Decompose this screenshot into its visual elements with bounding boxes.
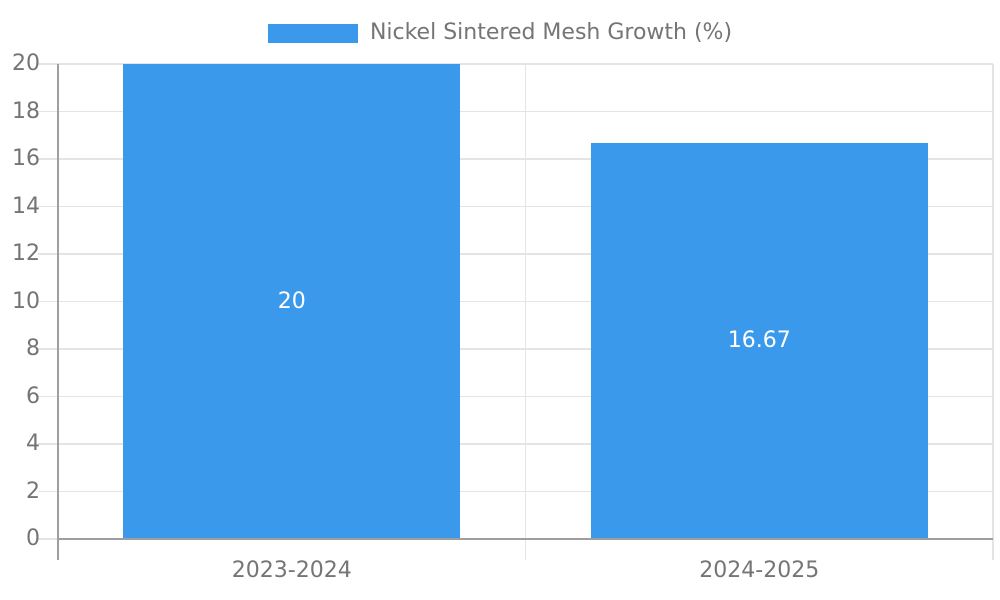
x-axis-line (57, 538, 993, 540)
y-tick-label: 4 (26, 431, 40, 456)
x-gridline (992, 64, 994, 560)
bar[interactable] (123, 64, 461, 539)
y-tick-mark (38, 348, 58, 350)
y-tick-mark (38, 110, 58, 113)
bar-value-label: 16.67 (727, 328, 791, 354)
y-tick-label: 8 (26, 336, 40, 361)
y-axis-line (57, 64, 59, 560)
y-tick-label: 14 (12, 193, 40, 219)
y-tick-mark (38, 63, 58, 65)
x-gridline (524, 64, 527, 560)
y-tick-mark (38, 538, 58, 540)
y-tick-mark (38, 300, 58, 303)
y-tick-label: 20 (12, 51, 40, 76)
y-tick-label: 18 (12, 98, 40, 124)
y-tick-label: 10 (12, 288, 40, 314)
legend-label: Nickel Sintered Mesh Growth (%) (369, 20, 733, 45)
y-tick-mark (38, 443, 58, 445)
y-tick-mark (38, 158, 58, 160)
y-tick-label: 16 (12, 146, 40, 171)
y-tick-mark (38, 253, 58, 255)
bar-value-label: 20 (277, 288, 306, 314)
y-tick-mark (38, 490, 58, 493)
y-tick-mark (38, 205, 58, 208)
y-tick-label: 2 (26, 478, 40, 504)
y-tick-label: 12 (12, 241, 40, 266)
x-category-label: 2024-2025 (699, 558, 820, 583)
y-tick-label: 6 (26, 383, 40, 409)
y-tick-mark (38, 395, 58, 398)
bar[interactable] (590, 143, 928, 539)
legend-swatch-icon (267, 23, 358, 43)
y-tick-label: 0 (26, 526, 40, 551)
legend[interactable]: Nickel Sintered Mesh Growth (%) (0, 21, 1000, 45)
x-category-label: 2023-2024 (231, 558, 352, 583)
